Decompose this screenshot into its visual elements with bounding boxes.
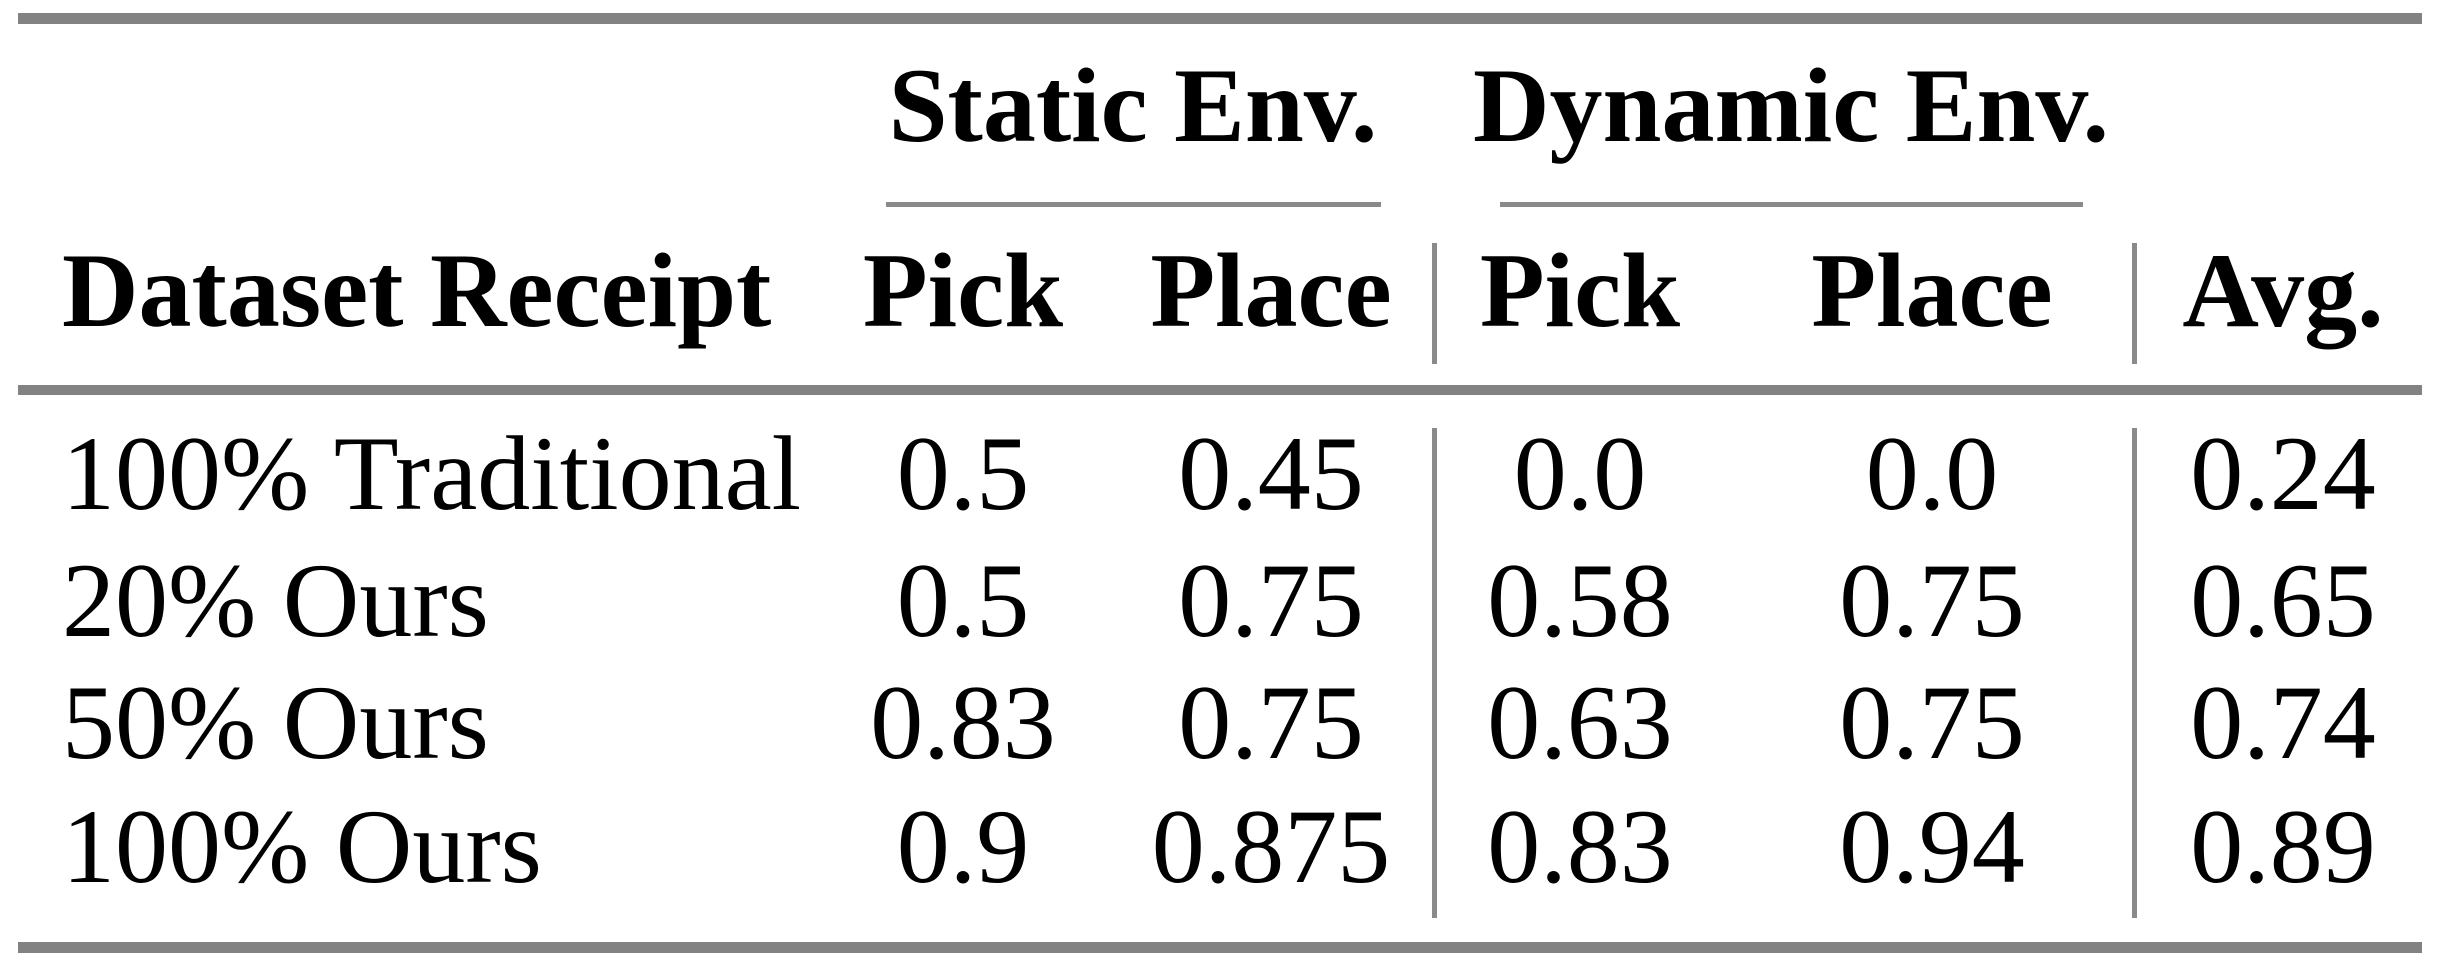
header-static-pick: Pick (862, 232, 1064, 349)
cell-static-pick: 0.83 (870, 664, 1056, 781)
table-header-rule (18, 385, 2422, 395)
header-dynamic-place: Place (1811, 232, 2053, 349)
table-top-rule (18, 13, 2422, 24)
cell-static-pick: 0.5 (896, 542, 1030, 659)
header-dataset-receipt: Dataset Receipt (62, 232, 772, 349)
cell-avg: 0.24 (2190, 415, 2376, 532)
cell-dynamic-place: 0.75 (1839, 542, 2025, 659)
cell-avg: 0.65 (2190, 542, 2376, 659)
header-avg: Avg. (2182, 232, 2384, 349)
column-separator-2-header (2132, 243, 2137, 364)
cell-static-place: 0.75 (1178, 664, 1364, 781)
cell-static-place: 0.75 (1178, 542, 1364, 659)
cell-avg: 0.89 (2190, 788, 2376, 905)
cell-dynamic-pick: 0.0 (1513, 415, 1647, 532)
row-label: 20% Ours (62, 542, 489, 659)
group-header-static-env: Static Env. (888, 47, 1378, 164)
cell-avg: 0.74 (2190, 664, 2376, 781)
cell-static-pick: 0.5 (896, 415, 1030, 532)
cell-dynamic-pick: 0.83 (1487, 788, 1673, 905)
row-label: 100% Traditional (62, 415, 802, 532)
cell-dynamic-place: 0.94 (1839, 788, 2025, 905)
header-dynamic-pick: Pick (1479, 232, 1681, 349)
cell-dynamic-place: 0.0 (1865, 415, 1999, 532)
row-label: 50% Ours (62, 664, 489, 781)
cell-static-pick: 0.9 (896, 788, 1030, 905)
cell-static-place: 0.875 (1151, 788, 1391, 905)
cell-dynamic-pick: 0.63 (1487, 664, 1673, 781)
group-header-dynamic-env: Dynamic Env. (1472, 47, 2110, 164)
column-separator-1-body (1432, 428, 1437, 918)
cmidrule-dynamic (1500, 202, 2083, 207)
column-separator-1-header (1432, 243, 1437, 364)
row-label: 100% Ours (62, 788, 542, 905)
cell-dynamic-place: 0.75 (1839, 664, 2025, 781)
column-separator-2-body (2132, 428, 2137, 918)
cell-static-place: 0.45 (1178, 415, 1364, 532)
table-bottom-rule (18, 942, 2422, 953)
cmidrule-static (886, 202, 1381, 207)
header-static-place: Place (1150, 232, 1392, 349)
cell-dynamic-pick: 0.58 (1487, 542, 1673, 659)
